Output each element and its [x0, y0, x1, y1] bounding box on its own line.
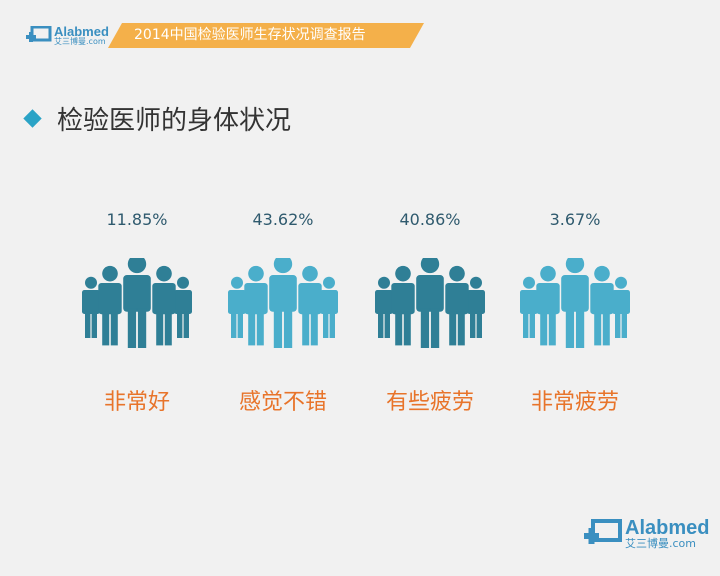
report-banner: 2014中国检验医师生存状况调查报告 — [108, 23, 424, 48]
footer-logo: Alabmed 艾三博曼.com — [584, 518, 709, 549]
page-title: 检验医师的身体状况 — [57, 106, 292, 136]
section-title: 检验医师的身体状况 — [23, 100, 292, 137]
percent-value: 40.86% — [399, 210, 461, 229]
status-label: 非常好 — [103, 390, 170, 415]
diamond-bullet-icon — [23, 109, 42, 128]
percent-value: 3.67% — [549, 210, 601, 229]
people-group-icon — [82, 258, 192, 348]
status-label: 非常疲劳 — [530, 390, 619, 415]
logo-com: .com — [669, 537, 696, 550]
logo-cn: 艾三博曼 — [625, 537, 669, 550]
logo-icon — [26, 25, 52, 42]
logo-name: Alabmed — [54, 24, 109, 39]
percent-value: 43.62% — [252, 210, 314, 229]
header-logo: Alabmed 艾三博曼.com — [26, 25, 109, 46]
logo-cn: 艾三博曼 — [54, 37, 86, 46]
status-label: 有些疲劳 — [385, 390, 474, 415]
status-label: 感觉不错 — [238, 390, 327, 415]
logo-com: .com — [86, 37, 106, 46]
logo-name: Alabmed — [625, 517, 710, 539]
percent-value: 11.85% — [106, 210, 168, 229]
logo-icon — [584, 518, 622, 544]
people-group-icon — [228, 258, 338, 348]
people-group-icon — [375, 258, 485, 348]
people-group-icon — [520, 258, 630, 348]
